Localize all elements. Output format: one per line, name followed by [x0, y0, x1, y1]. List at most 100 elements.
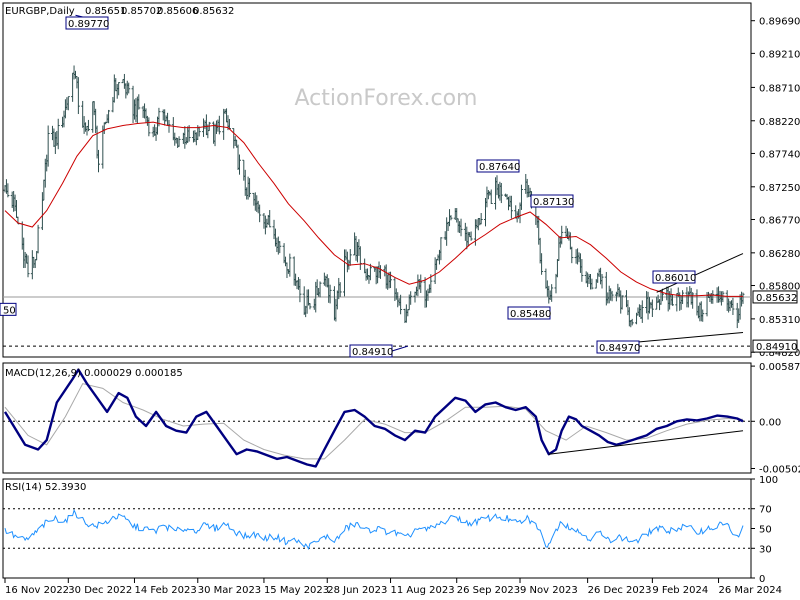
rsi-y-tick-label: 30 — [759, 544, 772, 555]
ohlc-bar — [177, 136, 181, 147]
x-tick-label: 16 Nov 2022 — [5, 585, 69, 596]
left-edge-label: 50 — [3, 305, 16, 316]
ohlc-bar — [46, 125, 50, 167]
macd-line — [3, 368, 744, 468]
ohlc-bar — [459, 218, 463, 237]
ohlc-bar — [107, 109, 111, 124]
ohlc-bar — [147, 117, 151, 137]
annotation-box — [507, 306, 551, 320]
ohlc-bar — [711, 290, 715, 304]
last-price-badge — [752, 290, 798, 304]
ohlc-bar — [419, 274, 423, 293]
ohlc-bar — [479, 213, 483, 225]
moving-average-line — [4, 121, 743, 297]
price-y-tick-label: 0.88710 — [759, 83, 800, 94]
support-badge-label: 0.84910 — [756, 342, 797, 353]
ohlc-readout-value: 0.85702 — [121, 6, 162, 17]
ohlc-bar — [540, 253, 544, 275]
price-y-tick-label: 0.89210 — [759, 49, 800, 60]
ohlc-bar — [328, 284, 332, 304]
macd-signal-line — [4, 383, 744, 460]
ohlc-bar — [217, 115, 221, 135]
x-tick-label: 9 Feb 2024 — [652, 585, 708, 596]
x-tick-label: 26 Dec 2023 — [588, 585, 652, 596]
price-y-tick-label: 0.85310 — [759, 315, 800, 326]
annotation-label: 0.84910 — [352, 347, 393, 358]
ohlc-bar — [348, 249, 352, 266]
x-tick-label: 14 Feb 2023 — [134, 585, 196, 596]
macd-trendline — [548, 430, 744, 455]
annotation-box — [652, 270, 696, 284]
ohlc-bar — [278, 241, 282, 254]
ohlc-bar — [76, 77, 80, 115]
annotation-box — [349, 344, 393, 358]
ohlc-bar — [671, 294, 675, 306]
ohlc-bar — [237, 154, 241, 175]
x-tick-label: 30 Dec 2022 — [68, 585, 132, 596]
price-bars — [3, 65, 745, 329]
ohlc-bar — [550, 284, 554, 302]
x-tick-label: 15 May 2023 — [264, 585, 329, 596]
ohlc-bar — [509, 195, 513, 219]
ohlc-bar — [519, 184, 523, 210]
x-tick-label: 9 Nov 2023 — [520, 585, 578, 596]
ohlc-bar — [36, 224, 40, 254]
rsi-y-tick-label: 70 — [759, 505, 772, 516]
x-tick-label: 11 Aug 2023 — [391, 585, 455, 596]
annotation-label: 0.89770 — [68, 19, 109, 30]
annotation-label: 0.87640 — [479, 162, 520, 173]
price-y-tick-label: 0.85800 — [759, 282, 800, 293]
ohlc-bar — [620, 295, 624, 310]
price-y-tick-label: 0.88220 — [759, 117, 800, 128]
left-edge-label-box — [0, 302, 17, 316]
ohlc-bar — [338, 282, 342, 297]
price-trendline — [656, 253, 744, 293]
ohlc-bar — [721, 291, 725, 303]
x-tick-label: 30 Mar 2023 — [198, 585, 261, 596]
ohlc-bar — [308, 303, 312, 310]
x-tick-label: 28 Jun 2023 — [327, 585, 387, 596]
annotation-label: 0.84970 — [599, 343, 640, 354]
ohlc-bar — [399, 294, 403, 315]
ohlc-bar — [288, 253, 292, 277]
ohlc-bar — [439, 237, 443, 261]
macd-panel-frame — [2, 362, 752, 474]
ohlc-bar — [97, 149, 101, 173]
ohlc-bar — [26, 255, 30, 278]
support-badge — [752, 339, 798, 353]
ohlc-bar — [6, 183, 10, 198]
price-panel-frame — [2, 2, 752, 358]
x-tick-label: 26 Mar 2024 — [719, 585, 782, 596]
price-y-tick-label: 0.86770 — [759, 215, 800, 226]
ohlc-bar — [691, 292, 695, 309]
ohlc-bar — [580, 259, 584, 282]
ohlc-bar — [630, 318, 634, 326]
ohlc-bar — [368, 263, 372, 281]
ohlc-bar — [701, 309, 705, 322]
ohlc-bar — [117, 82, 121, 96]
price-y-tick-label: 0.89690 — [759, 17, 800, 28]
annotation-box — [530, 194, 574, 208]
ohlc-bar — [560, 225, 564, 245]
annotation-label: 0.86010 — [655, 273, 696, 284]
ohlc-bar — [600, 273, 604, 289]
ohlc-bar — [610, 290, 614, 302]
ohlc-bar — [137, 94, 141, 110]
annotation-label: 0.87130 — [533, 197, 574, 208]
ohlc-bar — [489, 189, 493, 204]
ohlc-bar — [499, 182, 503, 204]
rsi-y-tick-label: 0 — [759, 574, 765, 585]
ohlc-bar — [127, 82, 131, 94]
ohlc-bar — [298, 278, 302, 303]
ohlc-bar — [681, 290, 685, 305]
watermark-text: ActionForex.com — [295, 86, 478, 111]
x-tick-label: 26 Sep 2023 — [457, 585, 520, 596]
annotation-box — [596, 340, 640, 354]
rsi-y-tick-label: 50 — [759, 525, 772, 536]
ohlc-bar — [248, 178, 252, 198]
ohlc-bar — [449, 215, 453, 221]
price-trendline — [637, 331, 744, 343]
price-y-tick-label: 0.84820 — [759, 348, 800, 359]
ohlc-bar — [258, 204, 262, 223]
